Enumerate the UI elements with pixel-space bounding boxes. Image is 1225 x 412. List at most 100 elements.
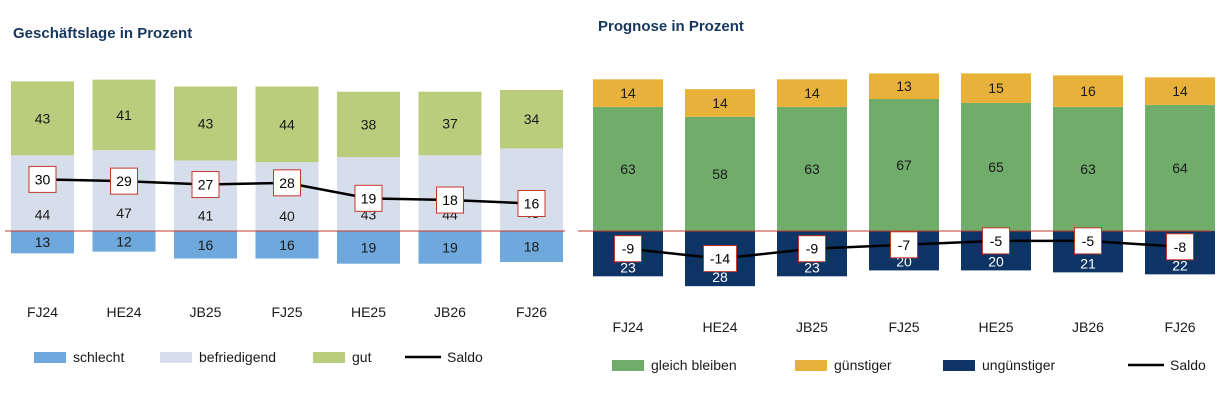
prognose-saldo-label: -7 bbox=[898, 237, 911, 253]
geschaeftslage-bar-gut bbox=[174, 86, 237, 161]
geschaeftslage-saldo-label: 29 bbox=[116, 173, 132, 189]
prognose-bar-gleich-bleiben bbox=[961, 102, 1031, 231]
prognose-legend-swatch bbox=[795, 360, 827, 371]
prognose-legend-swatch bbox=[943, 360, 975, 371]
prognose-tick-label: FJ26 bbox=[1164, 319, 1195, 335]
geschaeftslage-saldo-label-box bbox=[191, 171, 220, 199]
prognose-bar-gleich-bleiben bbox=[777, 106, 847, 231]
prognose-tick-label: FJ24 bbox=[612, 319, 643, 335]
geschaeftslage-legend-label: befriedigend bbox=[199, 349, 276, 365]
geschaeftslage-bar-gut bbox=[337, 91, 400, 158]
prognose-data-label: 16 bbox=[1080, 83, 1096, 99]
geschaeftslage-data-label: 16 bbox=[279, 237, 295, 253]
prognose-data-label: 28 bbox=[712, 269, 728, 285]
geschaeftslage-tick-label: HE24 bbox=[106, 304, 141, 320]
prognose-data-label: 58 bbox=[712, 166, 728, 182]
prognose-bar-günstiger bbox=[593, 79, 663, 107]
geschaeftslage-saldo-label-box bbox=[28, 165, 57, 193]
geschaeftslage-saldo-label-box bbox=[273, 169, 301, 197]
prognose-tick-label: HE25 bbox=[978, 319, 1013, 335]
prognose-saldo-label-box bbox=[614, 235, 642, 263]
geschaeftslage-data-label: 34 bbox=[524, 111, 540, 127]
prognose-legend-label: ungünstiger bbox=[982, 357, 1056, 373]
prognose-bar-gleich-bleiben bbox=[593, 106, 663, 231]
prognose-legend-label: günstiger bbox=[834, 357, 892, 373]
geschaeftslage-bar-schlecht bbox=[174, 231, 237, 259]
prognose-data-label: 20 bbox=[988, 253, 1004, 269]
geschaeftslage-data-label: 43 bbox=[198, 116, 214, 132]
geschaeftslage-bar-gut bbox=[500, 89, 563, 149]
geschaeftslage-data-label: 19 bbox=[361, 239, 377, 255]
prognose-saldo-label-box bbox=[982, 227, 1010, 255]
geschaeftslage-bar-schlecht bbox=[337, 231, 400, 264]
geschaeftslage-saldo-label-box bbox=[436, 186, 464, 214]
geschaeftslage-data-label: 44 bbox=[35, 206, 51, 222]
geschaeftslage-legend-swatch bbox=[160, 352, 192, 363]
geschaeftslage-saldo-label-box bbox=[110, 167, 138, 195]
prognose-saldo-label-box bbox=[1074, 227, 1102, 255]
geschaeftslage-legend-label: Saldo bbox=[447, 349, 483, 365]
prognose-bar-gleich-bleiben bbox=[1145, 104, 1215, 231]
geschaeftslage-legend-label: schlecht bbox=[73, 349, 124, 365]
geschaeftslage-bar-schlecht bbox=[418, 231, 482, 264]
geschaeftslage-saldo-label-box bbox=[517, 189, 546, 217]
prognose-saldo-label: -14 bbox=[710, 251, 730, 267]
prognose-legend-label: Saldo bbox=[1170, 357, 1206, 373]
geschaeftslage-tick-label: HE25 bbox=[351, 304, 386, 320]
geschaeftslage-bar-gut bbox=[255, 86, 319, 163]
prognose-data-label: 14 bbox=[1172, 83, 1188, 99]
prognose-saldo-label-box bbox=[1166, 233, 1194, 261]
prognose-saldo-label: -9 bbox=[806, 241, 819, 257]
prognose-saldo-label-box bbox=[703, 245, 737, 273]
geschaeftslage-saldo-label: 30 bbox=[35, 171, 51, 187]
prognose-data-label: 64 bbox=[1172, 160, 1188, 176]
geschaeftslage-bar-gut bbox=[418, 91, 482, 156]
prognose-saldo-label: -5 bbox=[990, 233, 1003, 249]
geschaeftslage-bar-schlecht bbox=[11, 231, 74, 254]
prognose-tick-label: JB25 bbox=[796, 319, 828, 335]
geschaeftslage-bar-schlecht bbox=[92, 231, 156, 252]
geschaeftslage-saldo-label: 18 bbox=[442, 192, 458, 208]
geschaeftslage-data-label: 43 bbox=[35, 110, 51, 126]
geschaeftslage-tick-label: JB26 bbox=[434, 304, 466, 320]
prognose-bar-günstiger bbox=[1053, 75, 1123, 107]
prognose-data-label: 65 bbox=[988, 159, 1004, 175]
geschaeftslage-tick-label: FJ25 bbox=[271, 304, 302, 320]
prognose-data-label: 14 bbox=[804, 85, 820, 101]
geschaeftslage-data-label: 47 bbox=[116, 205, 132, 221]
geschaeftslage-bar-schlecht bbox=[500, 231, 563, 262]
prognose-bar-günstiger bbox=[1145, 77, 1215, 105]
prognose-tick-label: FJ25 bbox=[888, 319, 919, 335]
geschaeftslage-bar-gut bbox=[11, 81, 74, 156]
geschaeftslage-saldo-label: 16 bbox=[524, 195, 540, 211]
prognose-bar-günstiger bbox=[777, 79, 847, 107]
prognose-data-label: 14 bbox=[620, 85, 636, 101]
chart-title-geschaeftslage: Geschäftslage in Prozent bbox=[13, 25, 193, 42]
geschaeftslage-saldo-label-box bbox=[354, 184, 383, 212]
geschaeftslage-data-label: 40 bbox=[279, 208, 295, 224]
prognose-tick-label: JB26 bbox=[1072, 319, 1104, 335]
prognose-data-label: 21 bbox=[1080, 255, 1096, 271]
prognose-saldo-label: -5 bbox=[1082, 233, 1095, 249]
geschaeftslage-bar-befriedigend bbox=[500, 148, 563, 231]
prognose-legend-label: gleich bleiben bbox=[651, 357, 737, 373]
prognose-bar-günstiger bbox=[869, 73, 939, 100]
prognose-data-label: 22 bbox=[1172, 257, 1188, 273]
geschaeftslage-saldo-label: 28 bbox=[279, 175, 295, 191]
prognose-data-label: 63 bbox=[804, 161, 820, 177]
prognose-legend-swatch bbox=[612, 360, 644, 371]
prognose-saldo-label-box bbox=[798, 235, 826, 263]
geschaeftslage-legend-label: gut bbox=[352, 349, 372, 365]
geschaeftslage-saldo-label: 19 bbox=[361, 190, 377, 206]
geschaeftslage-data-label: 41 bbox=[116, 107, 132, 123]
geschaeftslage-data-label: 44 bbox=[279, 116, 295, 132]
geschaeftslage-tick-label: FJ24 bbox=[27, 304, 58, 320]
prognose-bar-gleich-bleiben bbox=[869, 99, 939, 231]
prognose-bar-gleich-bleiben bbox=[685, 116, 755, 231]
prognose-data-label: 23 bbox=[804, 259, 820, 275]
geschaeftslage-tick-label: JB25 bbox=[190, 304, 222, 320]
geschaeftslage-data-label: 19 bbox=[442, 239, 458, 255]
geschaeftslage-legend-swatch bbox=[34, 352, 66, 363]
geschaeftslage-data-label: 16 bbox=[198, 237, 214, 253]
